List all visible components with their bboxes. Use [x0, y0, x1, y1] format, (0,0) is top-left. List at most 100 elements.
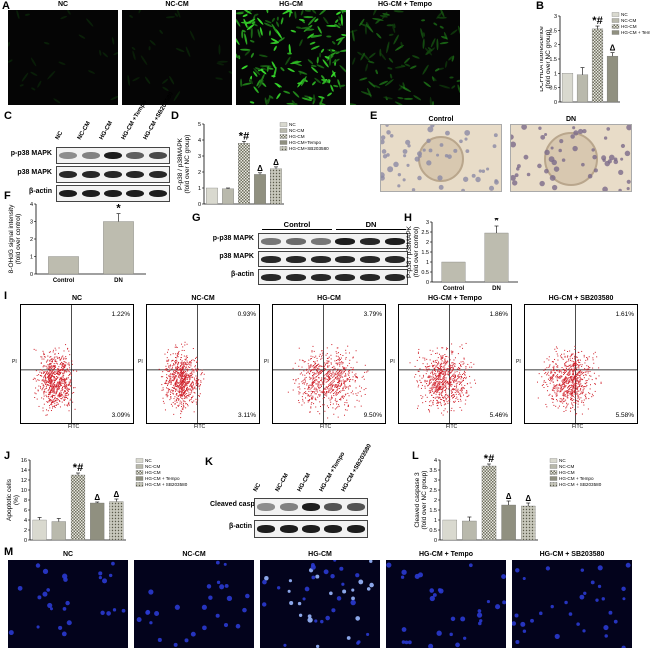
chart-legend-swatch — [279, 146, 288, 151]
blot-strip — [56, 166, 170, 183]
blot-band — [324, 525, 343, 533]
chart-legend-entry: NC — [289, 122, 296, 127]
chart-y-tick-label: 4 — [30, 202, 33, 208]
chart-bar — [561, 73, 574, 103]
blot-band — [384, 255, 405, 263]
blot-band — [261, 255, 282, 263]
chart-bar — [70, 474, 86, 541]
chart-y-axis-label: DCFHDA fluorescence(fold over NC group) — [540, 26, 552, 92]
chart-x-tick-label: Control — [53, 278, 75, 284]
flow-upper-right-pct: 0.93% — [237, 311, 256, 318]
flow-title: HG-CM + Tempo — [427, 295, 483, 302]
chart-legend-entry: NC — [621, 12, 628, 17]
chart-significance-mark: * — [494, 218, 499, 227]
micrograph-m: NC — [8, 551, 128, 648]
chart-bar — [270, 168, 282, 205]
blot-band — [286, 273, 306, 281]
blot-band — [148, 189, 167, 198]
chart-legend-entry: NC-CM — [145, 464, 160, 469]
blot-band — [261, 273, 282, 281]
chart-legend-swatch — [279, 134, 288, 139]
chart-y-tick-label: 1 — [554, 71, 557, 77]
chart-significance-mark: Δ — [525, 494, 531, 503]
flow-upper-right-pct: 3.79% — [363, 311, 382, 318]
blot-row-label: β-actin — [29, 187, 52, 195]
panel-label-e: E — [370, 110, 378, 122]
chart-bar — [254, 174, 266, 205]
chart-legend-entry: HG-CM+SB203580 — [289, 146, 329, 151]
chart-y-tick-label: 1.5 — [421, 250, 429, 256]
blot-band — [59, 151, 78, 160]
micrograph-title: HG-CM — [308, 551, 332, 558]
chart-significance-mark: *# — [592, 15, 602, 27]
chart-x-tick-label: Control — [443, 286, 465, 292]
flow-lower-right-pct: 3.11% — [238, 412, 256, 419]
chart-bar — [591, 28, 604, 103]
chart-legend-swatch — [279, 140, 288, 145]
blot-band — [279, 525, 298, 533]
blot-band — [286, 255, 306, 263]
chart-y-tick-label: 2.5 — [549, 28, 557, 34]
blot-band — [302, 503, 320, 511]
blot-band — [360, 255, 380, 263]
flow-x-axis-label: FITC — [194, 424, 206, 430]
blot-band — [59, 170, 78, 179]
micrograph-title: HG-CM + Tempo — [377, 1, 433, 8]
flow-plot: NC-CM 0.93% 3.11% — [146, 295, 260, 424]
panel-label-g: G — [192, 212, 201, 224]
blot-band — [310, 255, 331, 263]
flow-lower-right-pct: 5.58% — [615, 412, 634, 419]
panel-label-b: B — [536, 0, 544, 12]
chart-legend-swatch — [611, 12, 620, 17]
panel-label-a: A — [2, 0, 10, 12]
chart-x-tick-label: DN — [114, 278, 123, 284]
chart-legend-entry: HG-CM — [145, 470, 161, 475]
chart-bar — [462, 520, 477, 541]
chart-d: P-p38 / p38MAPK(fold over NC group) 0 1 2 3 4… — [177, 122, 329, 208]
chart-y-tick-label: 4 — [434, 458, 437, 464]
flow-plot: HG-CM + SB203580 1.61% 5.58% — [524, 295, 638, 424]
chart-bar — [51, 521, 66, 541]
chart-y-tick-label: 2 — [198, 170, 201, 176]
panel-label-c: C — [4, 110, 12, 122]
chart-legend-entry: HG-CM + SB203580 — [145, 482, 188, 487]
chart-y-tick-label: 1 — [426, 260, 429, 266]
blot-band — [126, 170, 145, 179]
chart-bar — [238, 143, 250, 205]
blot-row-label: p38 MAPK — [219, 253, 254, 260]
chart-legend-entry: NC — [559, 458, 566, 463]
blot-band — [302, 525, 320, 533]
chart-legend-swatch — [549, 476, 558, 481]
chart-legend-swatch — [611, 18, 620, 23]
blot-row-label: β-actin — [229, 523, 252, 530]
micrograph-a: HG-CM — [232, 1, 351, 107]
panel-label-l: L — [412, 450, 419, 462]
panel-label-f: F — [4, 190, 11, 202]
chart-y-tick-label: 6 — [24, 508, 27, 514]
blot-band — [104, 151, 122, 160]
chart-bar — [501, 504, 516, 541]
blot-strip — [254, 498, 368, 516]
blot-lane-label: HG-CM — [296, 472, 313, 493]
blot-band — [310, 273, 331, 281]
chart-legend-entry: NC-CM — [559, 464, 574, 469]
blot-strip — [258, 251, 408, 267]
blot-band — [335, 237, 356, 245]
chart-j: Apoptotic cells(%) 0 2 4 6 8 10 12 14 16 *# Δ Δ NCNC-… — [6, 458, 188, 544]
blot-band — [360, 237, 380, 245]
blot-band — [324, 503, 343, 511]
flow-title: NC — [71, 295, 83, 302]
blot-band — [261, 237, 282, 245]
chart-y-tick-label: 8 — [24, 498, 27, 504]
panel-label-k: K — [205, 456, 213, 468]
chart-f: 8-OHdG signal intensity(fold over contro… — [8, 202, 146, 284]
blot-band — [126, 189, 145, 198]
chart-b: DCFHDA fluorescence(fold over NC group)0… — [540, 12, 650, 106]
chart-legend-entry: HG-CM — [559, 470, 575, 475]
chart-y-tick-label: 1 — [30, 255, 33, 261]
chart-legend-entry: HG-CM+Tempo — [289, 140, 321, 145]
flow-title: HG-CM — [317, 295, 341, 302]
flow-x-axis-label: FITC — [446, 424, 458, 430]
blot-band — [81, 170, 100, 179]
chart-legend-swatch — [135, 458, 144, 463]
